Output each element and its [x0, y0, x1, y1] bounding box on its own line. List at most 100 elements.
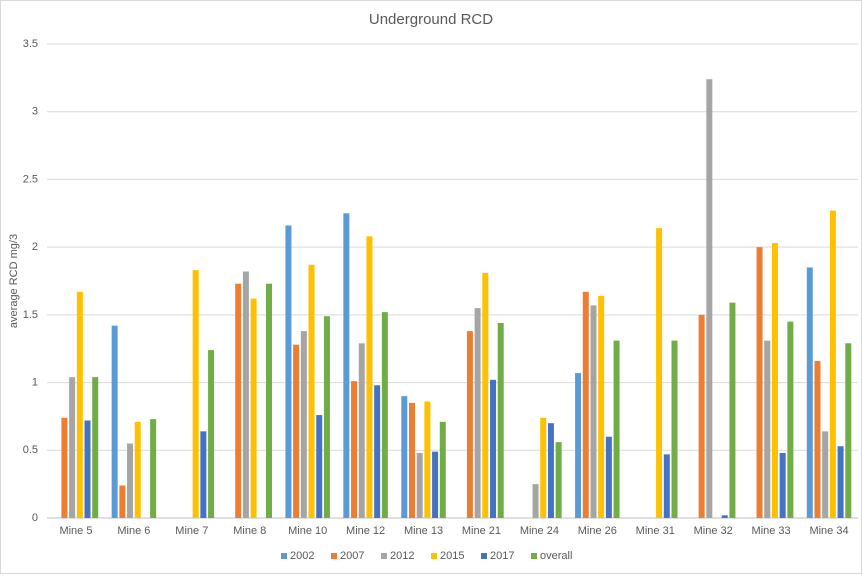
y-tick-label: 3: [32, 106, 38, 118]
x-tick-label: Mine 12: [346, 525, 385, 537]
bar: [490, 379, 497, 518]
bar: [343, 213, 350, 519]
bar: [845, 343, 852, 518]
bar: [416, 452, 423, 518]
legend-label: 2002: [290, 550, 314, 562]
bar: [590, 305, 597, 518]
bar: [598, 295, 605, 518]
bar: [656, 228, 663, 518]
y-axis-label: average RCD mg/3: [8, 234, 20, 328]
bar: [663, 454, 670, 518]
legend-label: 2017: [490, 550, 514, 562]
bar: [134, 421, 141, 518]
bar: [613, 340, 620, 518]
bar: [381, 312, 388, 518]
bar: [242, 271, 249, 518]
bar: [323, 316, 330, 518]
bar: [366, 236, 373, 518]
bar: [408, 402, 415, 518]
x-tick-label: Mine 13: [404, 525, 443, 537]
y-tick-label: 0.5: [23, 444, 38, 456]
bar: [432, 451, 439, 518]
bar: [111, 325, 118, 518]
legend-label: 2012: [390, 550, 414, 562]
bar: [771, 243, 778, 518]
bar: [293, 344, 300, 518]
bar: [300, 331, 307, 518]
bar: [555, 442, 562, 518]
x-tick-label: Mine 33: [752, 525, 791, 537]
chart-title: Underground RCD: [369, 11, 493, 28]
y-tick-label: 2.5: [23, 173, 38, 185]
bar: [208, 350, 215, 518]
bar: [532, 484, 539, 518]
legend-swatch: [381, 553, 387, 559]
bar: [787, 321, 794, 518]
bar: [316, 415, 323, 518]
bar: [424, 401, 431, 518]
x-tick-label: Mine 31: [636, 525, 675, 537]
x-tick-label: Mine 21: [462, 525, 501, 537]
bar: [540, 417, 547, 518]
bar: [474, 308, 481, 518]
legend-swatch: [331, 553, 337, 559]
bar: [61, 417, 68, 518]
bar: [837, 446, 844, 518]
x-tick-label: Mine 7: [175, 525, 208, 537]
x-tick-label: Mine 5: [59, 525, 92, 537]
bar: [119, 485, 126, 518]
legend-swatch: [481, 553, 487, 559]
bar: [814, 360, 821, 518]
bar: [69, 377, 76, 518]
y-tick-label: 3.5: [23, 38, 38, 50]
bar: [308, 264, 315, 518]
bar: [698, 314, 705, 518]
bar: [401, 396, 408, 518]
bar: [439, 421, 446, 518]
bar: [729, 302, 736, 518]
bar: [285, 225, 292, 518]
x-tick-label: Mine 24: [520, 525, 559, 537]
bar: [671, 340, 678, 518]
bar: [150, 419, 157, 518]
x-tick-label: Mine 26: [578, 525, 617, 537]
bar: [806, 267, 813, 518]
legend-label: 2015: [440, 550, 464, 562]
bar: [358, 343, 365, 518]
bar: [829, 210, 836, 518]
bar: [266, 283, 272, 518]
bar: [756, 247, 763, 518]
bar: [466, 331, 473, 518]
bar: [582, 291, 589, 518]
bar: [547, 423, 554, 518]
x-tick-label: Mine 34: [809, 525, 848, 537]
y-tick-label: 0: [32, 512, 38, 524]
x-tick-label: Mine 8: [233, 525, 266, 537]
y-tick-label: 2: [32, 241, 38, 253]
bar: [764, 340, 771, 518]
x-tick-label: Mine 6: [117, 525, 150, 537]
bar: [482, 272, 489, 518]
bar: [721, 515, 728, 518]
bar: [235, 283, 242, 518]
legend-label: overall: [540, 550, 572, 562]
bar: [374, 385, 381, 518]
legend-swatch: [431, 553, 437, 559]
bar: [605, 436, 612, 518]
legend-swatch: [531, 553, 537, 559]
bar: [351, 381, 358, 518]
legend-swatch: [281, 553, 287, 559]
bar: [575, 373, 582, 518]
bar: [250, 298, 257, 518]
y-tick-label: 1.5: [23, 309, 38, 321]
legend-label: 2007: [340, 550, 364, 562]
bar: [127, 443, 134, 518]
x-tick-label: Mine 32: [694, 525, 733, 537]
bar: [779, 452, 786, 518]
bar: [200, 431, 207, 518]
bar: [76, 291, 83, 518]
bar: [822, 431, 829, 518]
